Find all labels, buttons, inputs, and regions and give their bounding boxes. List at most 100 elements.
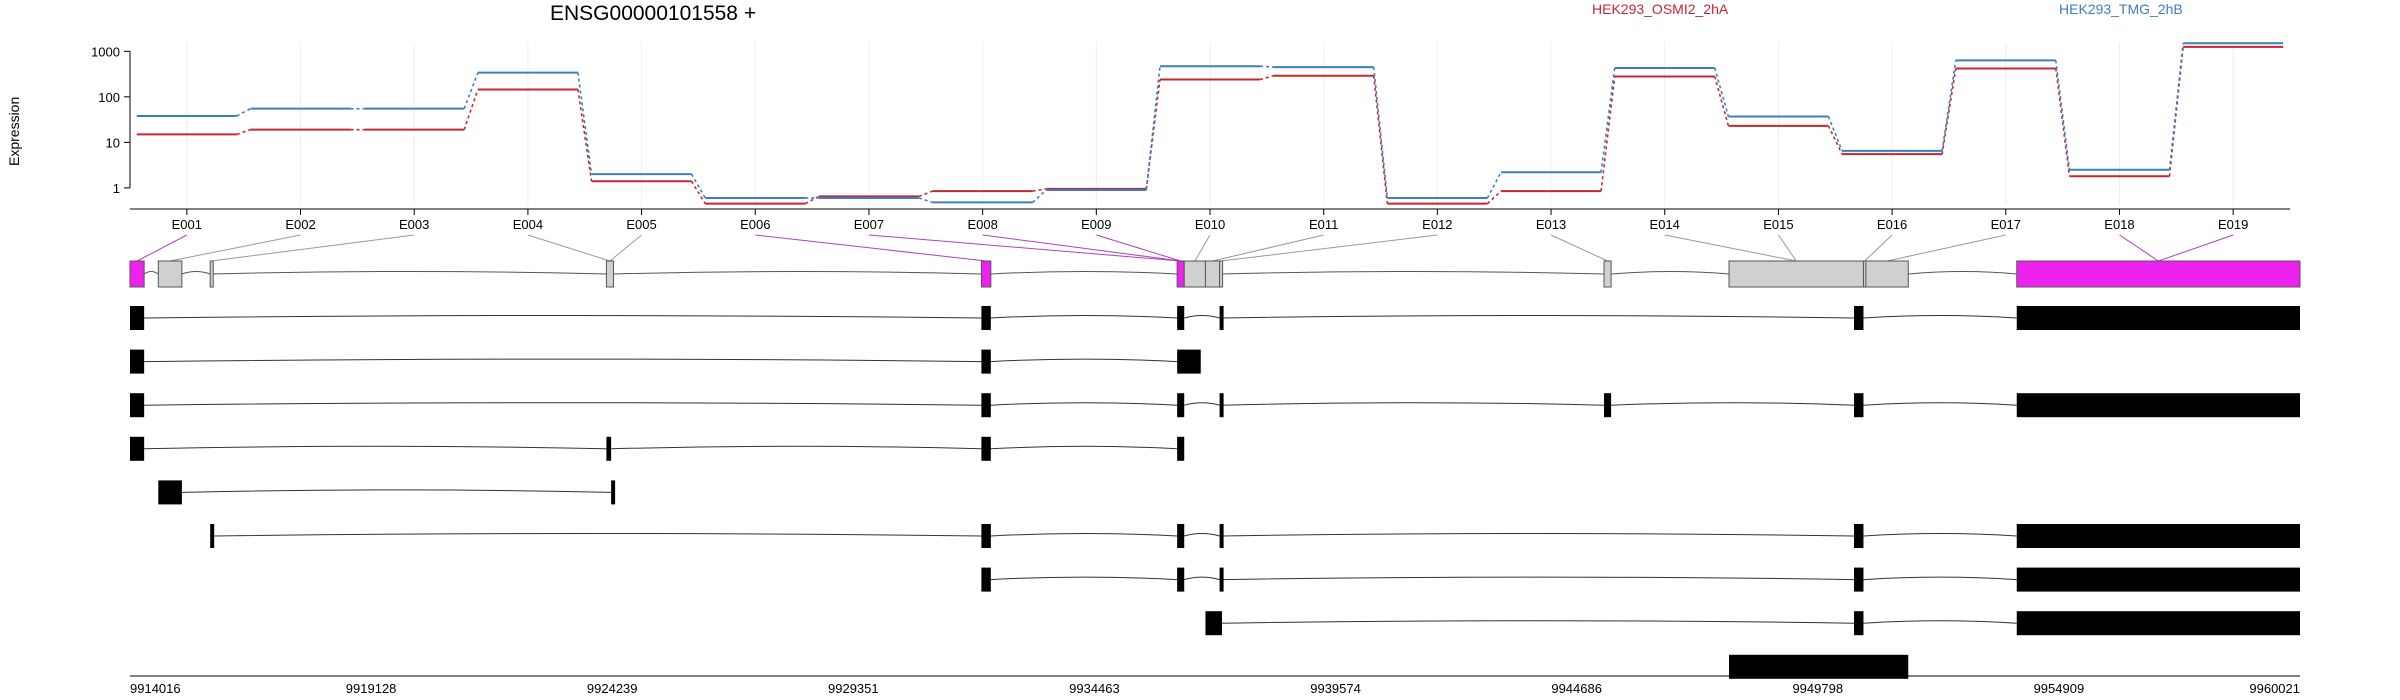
exon-block (1728, 260, 1864, 288)
x-tick-label: E006 (740, 217, 770, 232)
transcript-exon (1854, 306, 1864, 330)
exon-block (2016, 260, 2301, 288)
transcript-exon (2016, 393, 2300, 418)
x-tick-label: E013 (1536, 217, 1566, 232)
data-connector (1486, 190, 1502, 205)
exon-connector (1886, 234, 2006, 262)
data-connector (1600, 67, 1616, 173)
transcript-exon (1177, 436, 1185, 461)
data-connector (236, 107, 251, 117)
transcript-exon (130, 306, 145, 330)
transcript-intron (1863, 315, 2017, 319)
transcript-intron (144, 315, 982, 319)
transcript-intron (1221, 620, 1855, 624)
data-connector (577, 72, 593, 175)
data-connector (1600, 76, 1616, 192)
x-tick-label: E012 (1422, 217, 1452, 232)
exon-block (1204, 260, 1221, 288)
exon-block (1603, 260, 1612, 288)
coordinate-tick-label: 9954909 (2034, 681, 2085, 696)
series-tmg (136, 42, 2284, 204)
data-connector (2055, 60, 2071, 170)
transcript-exon (2016, 567, 2300, 592)
transcript-intron (212, 533, 982, 537)
transcript-exon (606, 436, 612, 461)
x-tick-label: E004 (513, 217, 543, 232)
transcript-intron (1184, 576, 1220, 581)
transcript-intron (1221, 576, 1855, 581)
exon-block (1219, 260, 1224, 288)
transcript-intron (181, 489, 612, 493)
x-tick-label: E015 (1763, 217, 1793, 232)
exon-connector (1550, 234, 1608, 262)
x-tick-label: E010 (1195, 217, 1225, 232)
transcript-exon (2016, 611, 2300, 636)
series-osmi (136, 45, 2284, 205)
data-connector (1259, 65, 1274, 68)
exon-connector (1220, 234, 1438, 262)
transcript-row (158, 480, 616, 505)
transcript-intron (1184, 315, 1220, 319)
transcript-row (130, 306, 2300, 330)
transcript-exon (1177, 349, 1201, 374)
data-connector (1486, 171, 1502, 199)
transcript-intron (144, 402, 982, 406)
transcript-intron (1221, 533, 1855, 537)
data-connector (918, 190, 933, 198)
transcript-intron (144, 445, 607, 450)
coordinate-tick-label: 9949798 (1792, 681, 1843, 696)
transcript-exon (981, 349, 991, 374)
data-connector (918, 197, 933, 204)
transcript-exon (1177, 393, 1185, 418)
legend-entry-tmg: HEK293_TMG_2hB (2059, 1, 2183, 17)
transcript-intron (990, 445, 1178, 450)
intron-line (1611, 271, 1730, 275)
transcript-intron (990, 358, 1178, 363)
transcript-exon (130, 393, 145, 418)
data-connector (1827, 116, 1843, 152)
transcript-exon (611, 480, 616, 505)
data-connector (690, 173, 706, 199)
transcript-row (130, 349, 1201, 374)
transcript-exon (130, 349, 145, 374)
data-connector (463, 72, 479, 109)
coordinate-tick-label: 9924239 (587, 681, 638, 696)
transcript-row (981, 567, 2300, 592)
coordinate-tick-label: 9934463 (1069, 681, 1120, 696)
page-title: ENSG00000101558 + (550, 2, 757, 25)
exon-connector (527, 234, 611, 262)
transcript-exon (981, 567, 991, 592)
x-tick-label: E018 (2104, 217, 2134, 232)
transcript-intron (990, 402, 1178, 406)
intron-line (181, 271, 211, 275)
exon-connector (136, 234, 188, 262)
transcript-intron (1863, 402, 2017, 406)
exon-connector (169, 234, 301, 262)
data-connector (2168, 43, 2184, 170)
legend-entry-osmi: HEK293_OSMI2_2hA (1592, 1, 1729, 17)
exon-connector (1096, 234, 1181, 262)
transcript-intron (1221, 402, 1605, 406)
transcript-intron (990, 533, 1178, 537)
intron-line (990, 271, 1178, 275)
transcript-intron (1184, 402, 1220, 406)
x-tick-label: E014 (1650, 217, 1680, 232)
transcript-exon (1854, 567, 1864, 592)
transcript-intron (1611, 402, 1855, 406)
data-connector (1713, 67, 1730, 117)
coordinate-tick-label: 9914016 (130, 681, 181, 696)
x-tick-label: E017 (1991, 217, 2021, 232)
transcript-exon (1729, 654, 1909, 679)
data-connector (463, 89, 479, 130)
intron-line (1221, 271, 1605, 275)
data-connector (690, 180, 706, 205)
exon-connector (2158, 234, 2234, 262)
data-connector (1941, 68, 1957, 155)
exon-block (157, 260, 183, 288)
exon-block (1176, 260, 1185, 288)
transcript-row (130, 436, 1185, 461)
exon-connector (1864, 234, 1893, 262)
data-connector (1372, 66, 1389, 199)
exon-connector (1664, 234, 1797, 262)
